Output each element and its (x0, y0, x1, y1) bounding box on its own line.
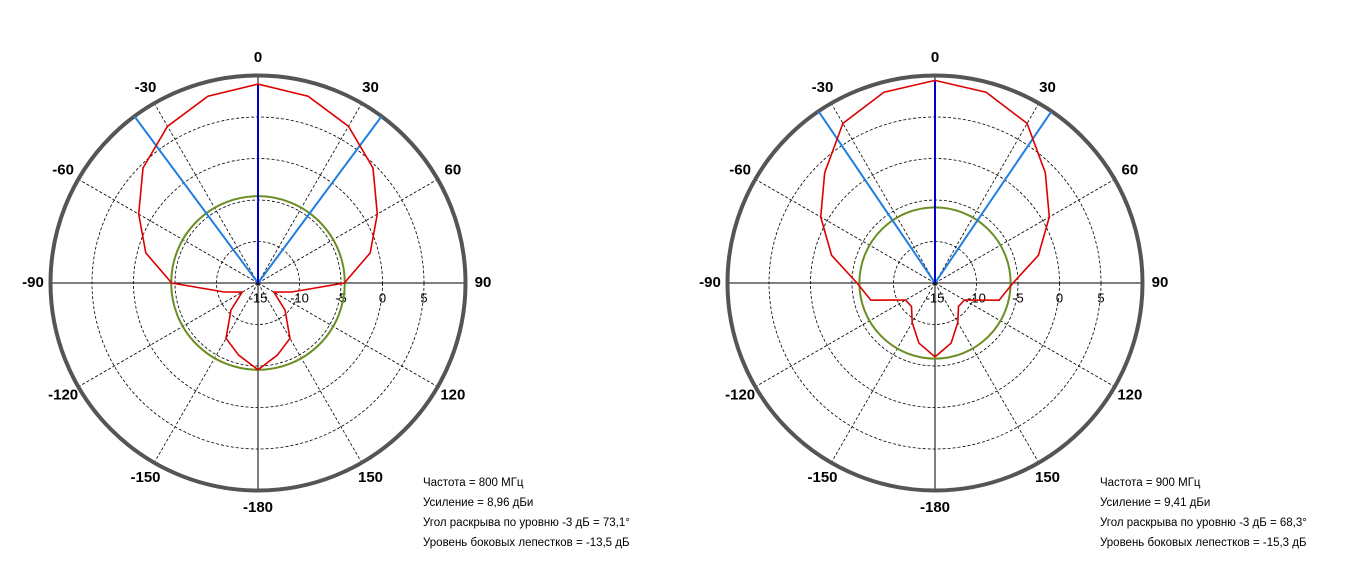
annotation: Уровень боковых лепестков = -13,5 дБ (423, 537, 630, 549)
angle-label: 30 (362, 79, 379, 96)
r-tick-label: -5 (1012, 290, 1024, 305)
grid-line (257, 103, 363, 284)
r-tick-label: -5 (335, 290, 347, 305)
angle-label: 120 (1117, 386, 1142, 403)
grid-line (755, 282, 936, 388)
r-tick-label: 0 (379, 290, 386, 305)
angle-label: -120 (725, 386, 755, 403)
angle-label: 150 (1035, 469, 1060, 486)
angle-label: 60 (445, 161, 462, 178)
annotation: Частота = 900 МГц (1100, 477, 1201, 489)
angle-label: 120 (440, 386, 465, 403)
grid-line (830, 103, 936, 284)
grid-line (78, 282, 259, 388)
r-tick-label: 5 (1097, 290, 1104, 305)
angle-label: 0 (254, 49, 262, 66)
r-tick-label: -10 (967, 290, 986, 305)
annotation: Усиление = 8,96 дБи (423, 497, 533, 509)
angle-label: -90 (699, 274, 721, 291)
grid-line (755, 178, 936, 284)
grid-line (257, 282, 363, 463)
annotation: Усиление = 9,41 дБи (1100, 497, 1210, 509)
outer-circle (725, 73, 1145, 493)
grid-line (830, 282, 936, 463)
grid-line (934, 178, 1115, 284)
angle-label: 60 (1122, 161, 1139, 178)
annotation: Угол раскрыва по уровню -3 дБ = 73,1° (423, 517, 630, 529)
annotation: Уровень боковых лепестков = -15,3 дБ (1100, 537, 1307, 549)
pattern (137, 83, 379, 371)
angle-label: -120 (48, 386, 78, 403)
grid-line (934, 282, 1040, 463)
outer-circle (48, 73, 468, 493)
r-tick-label: -15 (926, 290, 945, 305)
beam-line (817, 110, 936, 284)
angle-label: -60 (52, 161, 74, 178)
angle-label: -90 (22, 274, 44, 291)
r-tick-label: -15 (249, 290, 268, 305)
angle-label: 90 (1152, 274, 1169, 291)
angle-label: -150 (807, 469, 837, 486)
beam-line (133, 115, 259, 284)
angle-label: -30 (812, 79, 834, 96)
r-tick-label: 0 (1056, 290, 1063, 305)
beam-line (257, 115, 383, 284)
grid-line (153, 282, 259, 463)
angle-label: 30 (1039, 79, 1056, 96)
pattern (819, 79, 1051, 358)
angle-label: -30 (135, 79, 157, 96)
grid-line (153, 103, 259, 284)
annotation: Частота = 800 МГц (423, 477, 524, 489)
r-tick-label: -10 (290, 290, 309, 305)
angle-label: 90 (475, 274, 492, 291)
grid-line (934, 103, 1040, 284)
angle-label: -180 (920, 499, 950, 516)
angle-label: 150 (358, 469, 383, 486)
grid-line (78, 178, 259, 284)
angle-label: -60 (729, 161, 751, 178)
grid-line (257, 282, 438, 388)
grid-line (257, 178, 438, 284)
angle-label: 0 (931, 49, 939, 66)
r-tick-label: 5 (420, 290, 427, 305)
grid-line (934, 282, 1115, 388)
angle-label: -180 (243, 499, 273, 516)
beam-line (934, 110, 1053, 284)
angle-label: -150 (130, 469, 160, 486)
annotation: Угол раскрыва по уровню -3 дБ = 68,3° (1100, 517, 1307, 529)
